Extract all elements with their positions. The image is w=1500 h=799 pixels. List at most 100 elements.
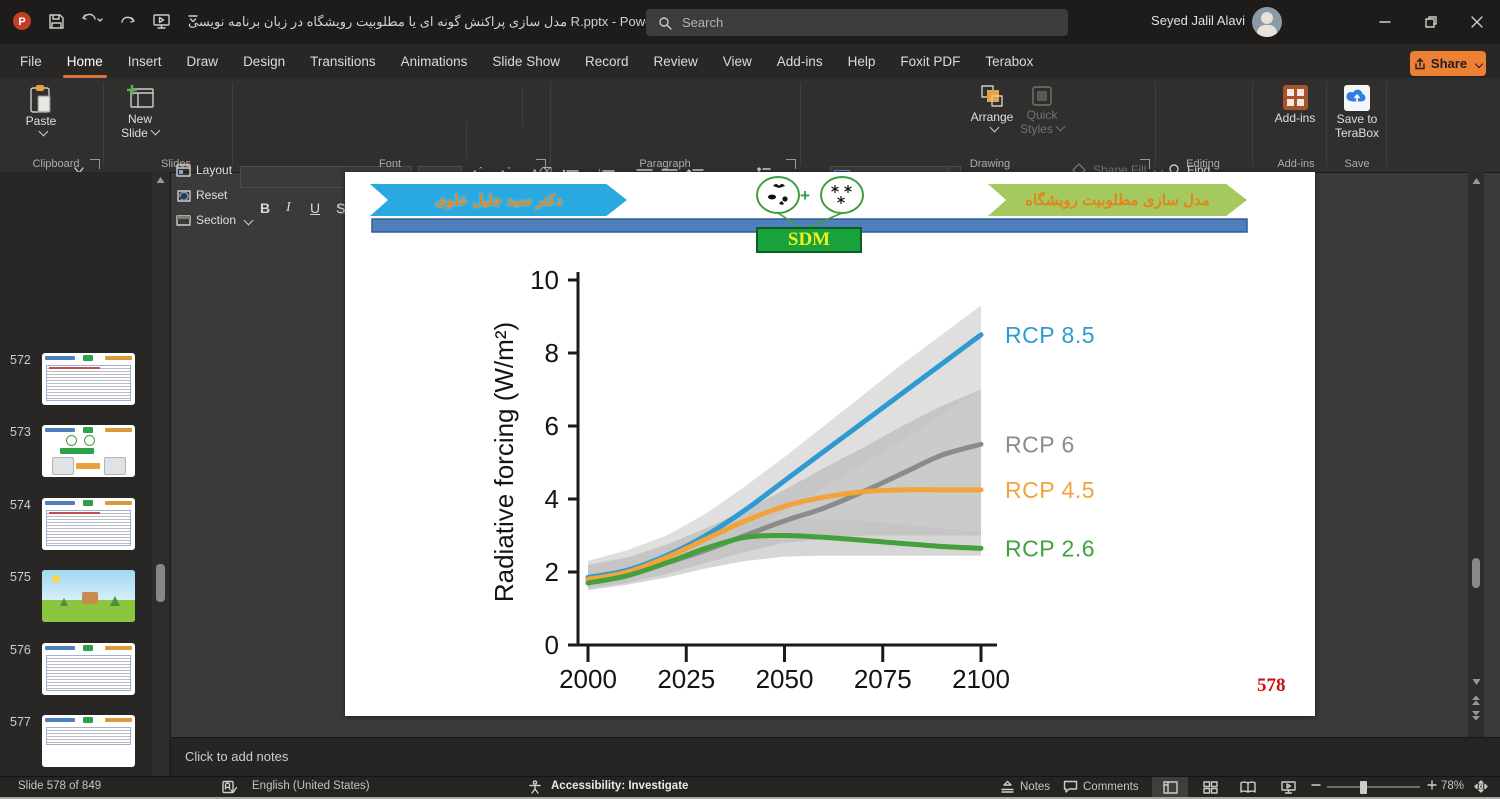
- search-input[interactable]: Search: [646, 9, 1068, 36]
- text-shadow-button[interactable]: S: [336, 200, 346, 216]
- sdm-ornament[interactable]: +: [345, 172, 1315, 292]
- group-caption-clipboard: Clipboard: [32, 158, 80, 170]
- paragraph-dialog-launcher[interactable]: [786, 159, 796, 169]
- topic-banner[interactable]: مدل سازی مطلوبیت رویشگاه: [988, 184, 1247, 216]
- section-button[interactable]: Section: [176, 213, 254, 227]
- redo-icon[interactable]: [119, 13, 136, 30]
- quick-styles-button[interactable]: Quick Styles: [1020, 84, 1066, 136]
- drawing-dialog-launcher[interactable]: [1140, 159, 1150, 169]
- slide-page-number: 578: [1257, 675, 1286, 696]
- slideshow-view-button[interactable]: [1270, 777, 1306, 798]
- spellcheck-icon[interactable]: [222, 780, 237, 794]
- tab-review[interactable]: Review: [653, 53, 698, 69]
- minimize-button[interactable]: [1362, 0, 1408, 44]
- svg-text:2050: 2050: [756, 664, 814, 694]
- zoom-in-icon[interactable]: [1427, 780, 1437, 790]
- tab-design[interactable]: Design: [243, 53, 286, 69]
- status-bar: Slide 578 of 849 English (United States)…: [0, 776, 1500, 798]
- canvas-scroll-down-icon[interactable]: [1472, 678, 1481, 686]
- quick-styles-icon: [1032, 86, 1052, 106]
- thumb-number: 576: [10, 643, 31, 657]
- slide-thumbnail-576[interactable]: [42, 643, 135, 695]
- slide-thumbnail-572[interactable]: [42, 353, 135, 405]
- rcp-chart[interactable]: 0 2 4 6 8 10 2000 2025 2050 2075 2100 Radiative for…: [345, 172, 1315, 716]
- author-banner[interactable]: دکتر سید جلیل علوی: [370, 184, 627, 216]
- slide-thumbnail-577[interactable]: [42, 715, 135, 767]
- restore-button[interactable]: [1408, 0, 1454, 44]
- save-icon[interactable]: [48, 13, 65, 30]
- bold-button[interactable]: B: [260, 200, 271, 216]
- notes-placeholder[interactable]: Click to add notes: [185, 749, 289, 764]
- thumbnail-scrollbar-thumb[interactable]: [156, 564, 165, 602]
- thumbnail-scrollbar[interactable]: [152, 172, 169, 776]
- reading-view-button[interactable]: [1230, 777, 1266, 798]
- font-dialog-launcher[interactable]: [536, 159, 546, 169]
- group-caption-paragraph: Paragraph: [639, 158, 691, 170]
- sdm-label[interactable]: SDM: [787, 229, 831, 250]
- slide-sorter-view-button[interactable]: [1192, 777, 1228, 798]
- zoom-slider-thumb[interactable]: [1360, 781, 1367, 794]
- notes-pane[interactable]: Click to add notes: [171, 737, 1500, 777]
- avatar[interactable]: [1252, 7, 1282, 37]
- share-button[interactable]: Share: [1410, 51, 1486, 76]
- language-indicator[interactable]: English (United States): [252, 780, 370, 792]
- tab-foxit-pdf[interactable]: Foxit PDF: [900, 53, 961, 69]
- accessibility-status[interactable]: Accessibility: Investigate: [551, 780, 689, 792]
- undo-button[interactable]: [81, 10, 103, 32]
- layout-button[interactable]: Layout: [176, 163, 250, 177]
- slide-thumbnail-575[interactable]: [42, 570, 135, 622]
- fit-slide-to-window-icon[interactable]: [1474, 780, 1488, 793]
- canvas-scroll-up-icon[interactable]: [1472, 177, 1481, 185]
- tab-home[interactable]: Home: [62, 53, 107, 78]
- new-slide-button[interactable]: New Slide: [116, 84, 164, 140]
- underline-button[interactable]: U: [310, 200, 321, 216]
- svg-text:10: 10: [530, 265, 559, 295]
- scroll-up-icon[interactable]: [156, 176, 165, 184]
- user-name[interactable]: Seyed Jalil Alavi: [1151, 13, 1245, 28]
- comments-toggle[interactable]: Comments: [1063, 780, 1139, 793]
- tab-animations[interactable]: Animations: [400, 53, 468, 69]
- plant-icons: [831, 185, 852, 204]
- slide-thumbnail-573[interactable]: [42, 425, 135, 477]
- slide-indicator[interactable]: Slide 578 of 849: [18, 780, 102, 792]
- italic-button[interactable]: I: [286, 200, 291, 215]
- tab-draw[interactable]: Draw: [186, 53, 219, 69]
- search-icon: [659, 16, 672, 30]
- accessibility-icon[interactable]: [528, 780, 542, 794]
- tab-record[interactable]: Record: [584, 53, 629, 69]
- zoom-level[interactable]: 78%: [1441, 780, 1465, 792]
- next-slide-icon[interactable]: [1471, 710, 1481, 722]
- customize-quick-access-icon[interactable]: [187, 12, 199, 30]
- zoom-slider-track[interactable]: [1327, 786, 1420, 788]
- tab-add-ins[interactable]: Add-ins: [776, 53, 823, 69]
- paste-button[interactable]: Paste: [18, 84, 64, 137]
- tab-view[interactable]: View: [722, 53, 752, 69]
- zoom-out-icon[interactable]: [1311, 780, 1321, 790]
- tab-file[interactable]: File: [20, 53, 42, 69]
- save-to-terabox-button[interactable]: Save to TeraBox: [1330, 84, 1384, 140]
- add-ins-button[interactable]: Add-ins: [1262, 84, 1328, 125]
- slide-thumbnail-574[interactable]: [42, 498, 135, 550]
- reset-button[interactable]: Reset: [176, 188, 227, 202]
- tab-terabox[interactable]: Terabox: [985, 53, 1034, 69]
- slide-canvas: دکتر سید جلیل علوی مدل سازی مطلوبیت رویش…: [171, 172, 1484, 776]
- tab-insert[interactable]: Insert: [127, 53, 162, 69]
- normal-view-button[interactable]: [1152, 777, 1188, 798]
- tab-slide-show[interactable]: Slide Show: [492, 53, 560, 69]
- clipboard-dialog-launcher[interactable]: [90, 159, 100, 169]
- canvas-scrollbar-thumb[interactable]: [1472, 558, 1480, 588]
- previous-slide-icon[interactable]: [1471, 694, 1481, 706]
- species-circle: [756, 176, 800, 214]
- close-button[interactable]: [1454, 0, 1500, 44]
- svg-text:4: 4: [545, 484, 559, 514]
- search-placeholder: Search: [682, 15, 724, 30]
- canvas-scrollbar[interactable]: [1468, 172, 1484, 776]
- thumb-number: 575: [10, 570, 31, 584]
- tab-help[interactable]: Help: [847, 53, 876, 69]
- notes-toggle[interactable]: Notes: [1000, 780, 1050, 793]
- arrange-button[interactable]: Arrange: [966, 84, 1018, 133]
- start-slideshow-icon[interactable]: [152, 13, 171, 30]
- slide-578[interactable]: دکتر سید جلیل علوی مدل سازی مطلوبیت رویش…: [345, 172, 1315, 716]
- tab-transitions[interactable]: Transitions: [310, 53, 376, 69]
- svg-text:Radiative forcing (W/m²): Radiative forcing (W/m²): [489, 322, 519, 602]
